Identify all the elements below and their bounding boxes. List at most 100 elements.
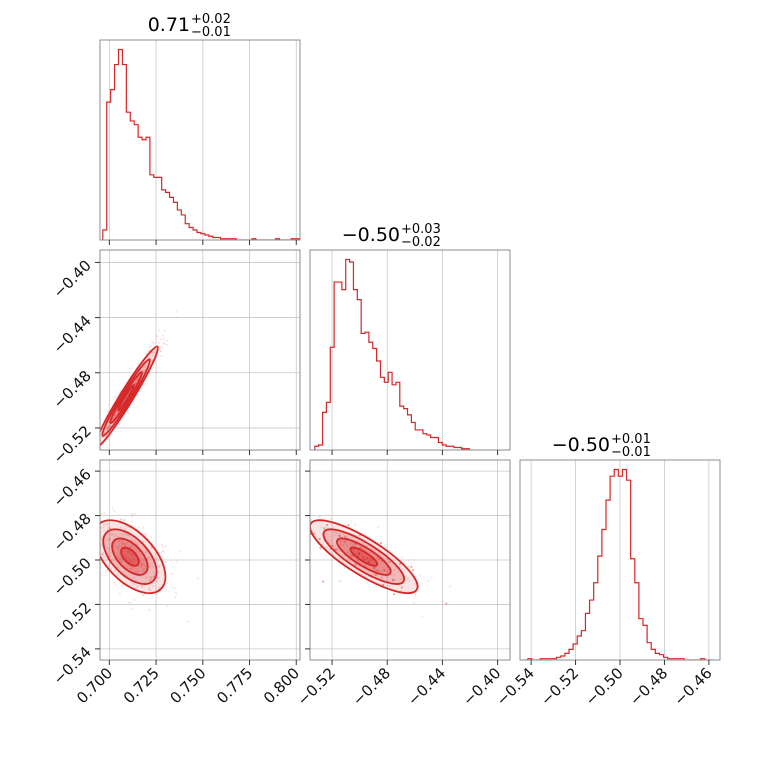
sample-point	[113, 414, 116, 418]
title-minus-error: −0.02	[401, 235, 441, 250]
sample-point	[381, 583, 385, 586]
sample-point	[123, 519, 127, 522]
y-tick-label: −0.52	[50, 422, 95, 467]
scatter-panel-1-2	[309, 459, 511, 661]
sample-point	[123, 544, 127, 547]
sample-point	[142, 369, 145, 372]
sample-point	[393, 578, 396, 582]
sample-point	[368, 560, 371, 564]
sample-point	[118, 545, 121, 548]
sample-point	[94, 448, 96, 450]
sample-point	[359, 546, 362, 550]
sample-point	[126, 549, 129, 552]
sample-point	[119, 545, 122, 548]
sample-point	[132, 548, 135, 551]
sample-point	[152, 576, 155, 579]
sample-point	[88, 532, 90, 534]
sample-point	[147, 560, 150, 563]
sample-point	[159, 338, 162, 341]
sample-point	[362, 558, 365, 561]
sample-point	[118, 549, 121, 552]
sample-point	[113, 534, 116, 538]
sample-point	[392, 593, 396, 596]
sample-point	[106, 527, 109, 530]
sample-point	[133, 598, 136, 601]
sample-point	[381, 583, 385, 586]
sample-point	[441, 600, 444, 604]
sample-point	[129, 538, 133, 542]
sample-point	[343, 566, 346, 569]
sample-point	[158, 329, 161, 332]
sample-point	[320, 526, 323, 529]
sample-point	[93, 446, 95, 448]
sample-point	[352, 548, 355, 551]
sample-point	[160, 543, 164, 546]
x-tick-label: 0.750	[167, 664, 210, 707]
sample-point	[137, 375, 140, 379]
sample-point	[127, 534, 130, 537]
sample-point	[106, 425, 109, 429]
sample-point	[145, 575, 148, 578]
sample-point	[119, 539, 122, 542]
sample-point	[93, 454, 95, 456]
sample-point	[143, 568, 146, 571]
y-tick-label: −0.48	[50, 367, 95, 412]
x-tick-label: −0.52	[537, 664, 582, 709]
sample-point	[343, 540, 346, 543]
sample-point	[144, 363, 147, 366]
sample-point	[414, 593, 417, 596]
sample-point	[371, 567, 374, 570]
sample-point	[357, 551, 361, 554]
sample-point	[142, 593, 146, 596]
sample-point	[175, 310, 178, 313]
sample-point	[107, 548, 110, 551]
sample-point	[114, 414, 117, 417]
sample-point	[127, 601, 130, 605]
sample-point	[349, 554, 353, 557]
x-tick-label: 0.725	[120, 664, 163, 707]
sample-point	[351, 543, 354, 547]
sample-point	[119, 518, 123, 521]
sample-point	[134, 540, 137, 543]
sample-point	[123, 542, 126, 546]
sample-point	[148, 587, 151, 591]
sample-point	[385, 545, 388, 548]
sample-point	[170, 572, 173, 576]
sample-point	[110, 533, 113, 536]
sample-point	[123, 542, 126, 545]
sample-point	[123, 548, 126, 551]
sample-point	[164, 545, 167, 548]
sample-point	[120, 543, 124, 546]
sample-point	[129, 552, 133, 555]
sample-point	[375, 556, 379, 559]
sample-point	[343, 540, 346, 543]
sample-point	[149, 561, 152, 564]
sample-point	[148, 345, 152, 348]
sample-point	[388, 561, 391, 564]
sample-point	[322, 580, 325, 583]
sample-point	[97, 561, 99, 563]
x-tick-label: −0.44	[404, 664, 449, 709]
x-tick-label: −0.50	[582, 664, 627, 709]
sample-point	[388, 561, 391, 564]
sample-point	[130, 566, 133, 570]
sample-point	[331, 544, 334, 548]
sample-point	[323, 527, 326, 530]
sample-point	[354, 563, 357, 566]
sample-point	[137, 550, 140, 553]
sample-point	[357, 552, 360, 555]
sample-point	[98, 440, 100, 442]
sample-point	[126, 411, 130, 414]
sample-point	[333, 545, 337, 548]
sample-point	[357, 551, 361, 554]
sample-point	[406, 577, 409, 580]
sample-point	[93, 540, 95, 542]
sample-point	[140, 563, 143, 566]
sample-point	[388, 561, 391, 564]
sample-point	[140, 563, 143, 566]
scatter-panel-0-1	[93, 249, 301, 456]
sample-point	[131, 513, 134, 516]
sample-point	[338, 534, 341, 537]
sample-point	[134, 381, 137, 385]
sample-point	[359, 546, 362, 550]
